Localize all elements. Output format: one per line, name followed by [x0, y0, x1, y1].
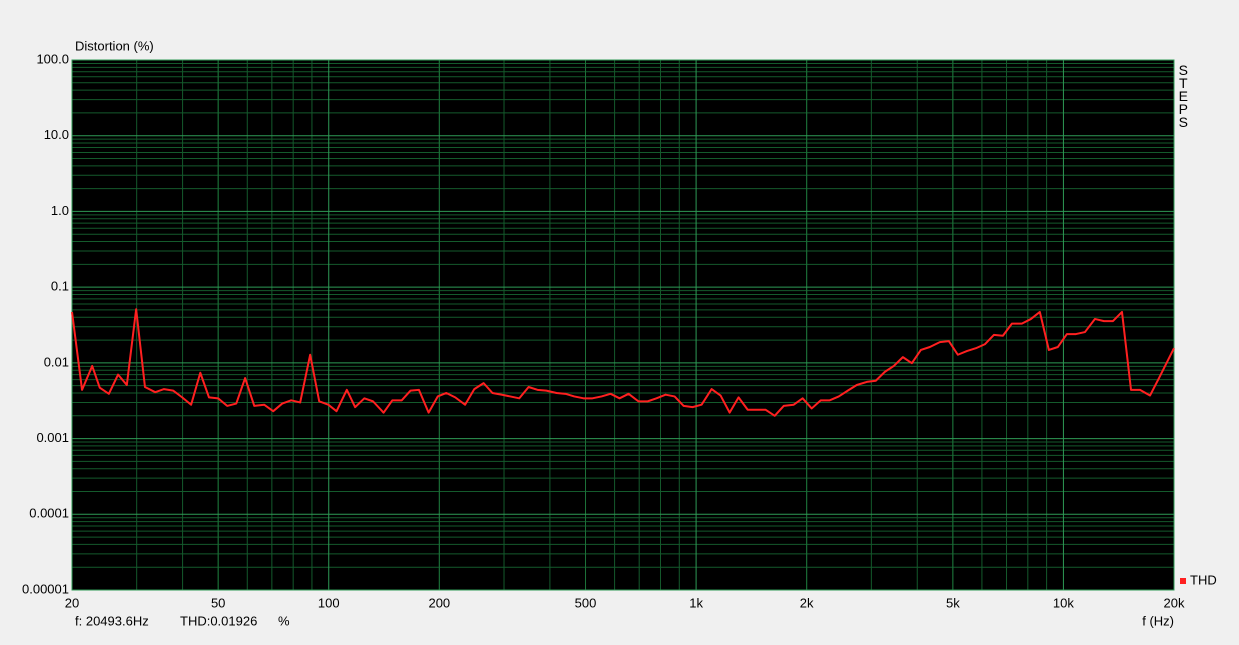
data-line	[71, 308, 1175, 417]
legend-label: THD	[1190, 572, 1217, 587]
x-tick-label: 10k	[1053, 595, 1074, 610]
plot-area	[72, 60, 1174, 590]
plot-frame	[71, 59, 1175, 591]
x-tick-label: 20k	[1164, 595, 1185, 610]
status-reading: THD:0.01926	[180, 613, 257, 628]
status-unit: %	[278, 613, 290, 628]
side-label: STEPS	[1175, 62, 1191, 127]
y-tick-label: 0.01	[44, 354, 69, 369]
x-tick-label: 200	[428, 595, 450, 610]
y-tick-label: 1.0	[51, 203, 69, 218]
y-tick-label: 0.0001	[29, 506, 69, 521]
y-tick-label: 0.1	[51, 279, 69, 294]
x-tick-label: 1k	[689, 595, 703, 610]
y-tick-label: 10.0	[44, 127, 69, 142]
x-axis-title: f (Hz)	[1142, 613, 1174, 628]
y-tick-label: 0.00001	[22, 581, 69, 596]
x-tick-label: 2k	[800, 595, 814, 610]
x-tick-label: 500	[575, 595, 597, 610]
status-frequency: f: 20493.6Hz	[75, 613, 149, 628]
y-tick-label: 100.0	[36, 51, 69, 66]
x-tick-label: 20	[65, 595, 79, 610]
x-tick-label: 100	[318, 595, 340, 610]
x-tick-label: 5k	[946, 595, 960, 610]
x-tick-label: 50	[211, 595, 225, 610]
y-axis-title: Distortion (%)	[75, 38, 154, 53]
legend-swatch	[1180, 578, 1186, 584]
y-tick-label: 0.001	[36, 430, 69, 445]
